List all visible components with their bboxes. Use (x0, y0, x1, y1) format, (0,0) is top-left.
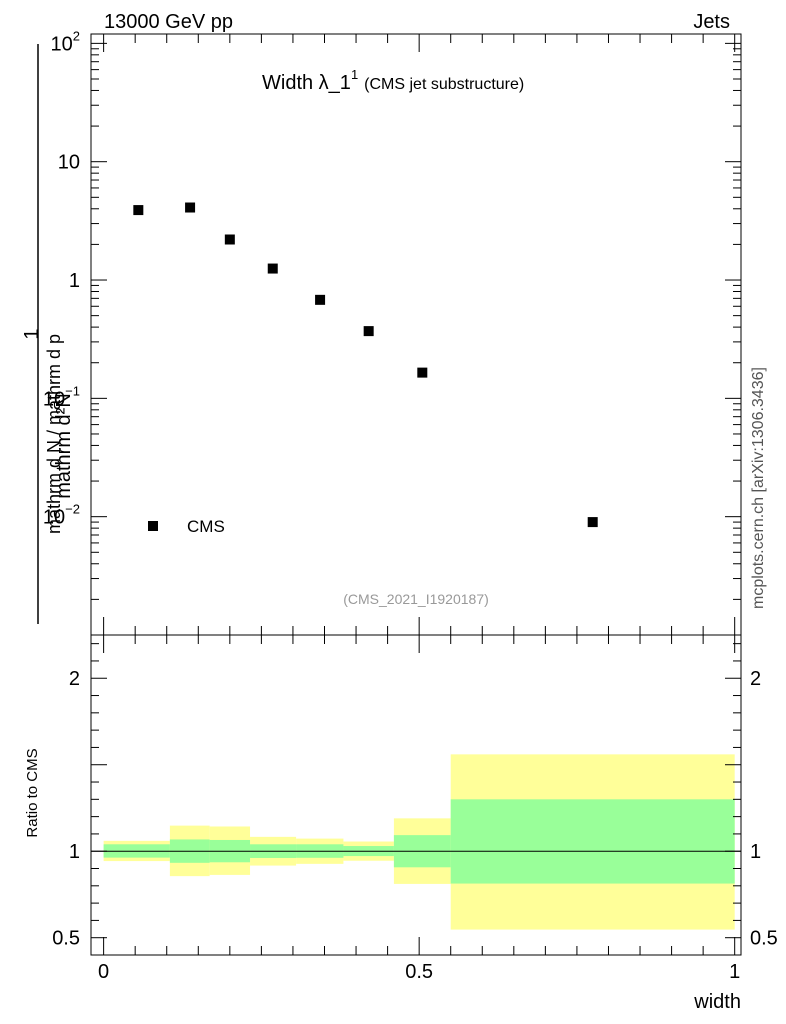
energy-label: 13000 GeV pp (104, 11, 233, 33)
data-point-marker (267, 263, 278, 274)
analysis-watermark: (CMS_2021_I1920187) (343, 591, 489, 607)
ratio-uncertainty-bands (103, 754, 735, 930)
y-label-numerator: mathrm d²N (53, 393, 75, 499)
data-point-marker (185, 202, 196, 213)
ratio-y-axis-label: Ratio to CMS (24, 748, 41, 837)
y-tick-label: 1 (69, 270, 80, 292)
data-point-marker (133, 205, 144, 216)
ratio-y-tick-label-left: 2 (69, 668, 80, 690)
data-point-marker (587, 517, 598, 528)
ratio-y-tick-label-left: 0.5 (52, 928, 80, 950)
ratio-axis-ticks (91, 635, 741, 955)
legend-label-cms: CMS (187, 517, 225, 536)
plot-title: Width λ_11(CMS jet substructure) (262, 67, 524, 94)
mcplots-side-label: mcplots.cern.ch [arXiv:1306.3436] (750, 367, 767, 609)
process-label: Jets (693, 11, 730, 33)
ratio-y-tick-label-right: 0.5 (750, 928, 778, 950)
cms-data-series (133, 202, 598, 528)
data-point-marker (417, 367, 428, 378)
ratio-y-tick-label-left: 1 (69, 841, 80, 863)
x-axis-label: width (693, 991, 741, 1013)
y-tick-label: 10 (58, 152, 80, 174)
x-tick-labels: 0 0.5 1 (98, 961, 740, 983)
y-tick-label: 102 (51, 28, 80, 55)
x-tick-label: 1 (729, 961, 740, 983)
ratio-y-tick-label-right: 2 (750, 668, 761, 690)
data-point-marker (363, 326, 374, 337)
main-plot-frame (90, 33, 742, 636)
x-tick-label: 0.5 (405, 961, 433, 983)
legend-marker-cms (148, 521, 158, 531)
ratio-y-tick-labels: 0.5 0.5 1 1 2 2 (52, 668, 778, 949)
y-label-denominator: mathrm d N / mathrm d p (44, 334, 64, 534)
x-tick-label: 0 (98, 961, 109, 983)
data-point-marker (224, 234, 235, 245)
y-label-one: 1 (21, 328, 43, 339)
data-point-marker (315, 294, 326, 305)
main-y-tick-labels: 10−2 10−1 1 10 102 (43, 28, 80, 528)
ratio-y-tick-label-right: 1 (750, 841, 761, 863)
y-tick-label: 10−1 (43, 383, 80, 410)
main-axis-ticks (91, 34, 741, 636)
y-tick-label: 10−2 (43, 502, 80, 529)
stat-uncertainty-band (450, 799, 735, 884)
main-y-axis-label: 1 mathrm d²N mathrm d N / mathrm d p (21, 44, 75, 624)
ratio-plot-frame (90, 634, 742, 956)
